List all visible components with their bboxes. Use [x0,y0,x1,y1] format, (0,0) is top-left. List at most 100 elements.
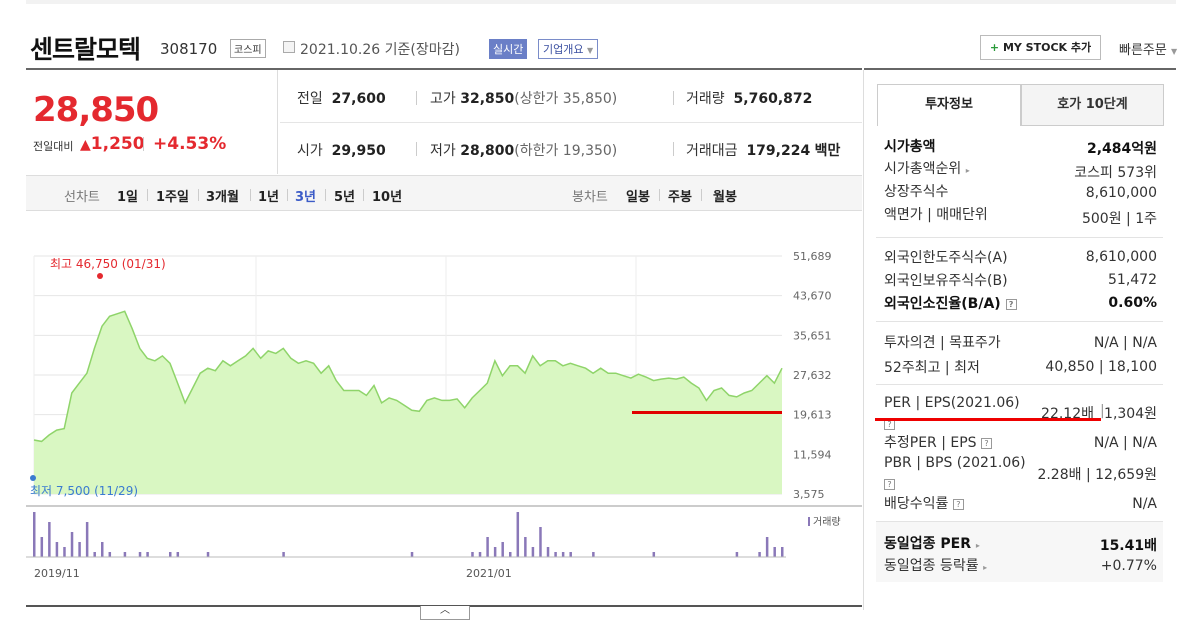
dividend-value: N/A [1132,496,1157,512]
market-badge: 코스피 [230,39,266,58]
volume-bar [206,552,210,557]
volume-bar [516,512,520,557]
tab-period-3y[interactable]: 3년 [295,190,317,205]
foreign-own-value: 51,472 [1108,272,1157,288]
sector-change-label: 동일업종 등락률 [884,558,979,574]
sector-per-link[interactable]: 동일업종 PER ▸ [884,533,980,553]
tab-period-1d[interactable]: 1일 [117,190,139,205]
calendar-icon [283,41,295,53]
chevron-right-icon: ▸ [965,166,970,175]
volume-bar [282,552,285,557]
row-divider [280,122,862,123]
y-tick-label: 11,594 [793,448,832,461]
help-icon[interactable]: ? [1005,298,1017,310]
divider [325,189,326,201]
sector-box [876,522,1163,582]
upper-limit: (상한가 35,850) [514,91,618,107]
y-tick-label: 27,632 [793,369,832,382]
help-icon: ? [884,478,895,490]
amount-unit: 백만 [814,143,841,159]
company-overview-button[interactable]: 기업개요 ▼ [538,39,599,59]
volume-bar [63,547,66,557]
help-icon-pbr[interactable]: ? [884,476,895,492]
dividend-label: 배당수익률 ? [884,493,964,513]
chevron-right-icon: ▸ [975,541,980,550]
up-arrow-icon: ▲ [80,137,91,153]
sector-change-link[interactable]: 동일업종 등락률 ▸ [884,555,987,575]
volume-bar [138,552,142,557]
change-percent: +4.53% [153,134,227,154]
tab-period-1y[interactable]: 1년 [258,190,280,205]
volume-bar [773,547,776,557]
section-divider [876,237,1163,238]
volume-legend-swatch [808,517,810,526]
high-value: 32,850 [460,91,515,107]
divider [198,189,199,201]
volume-bar [524,537,527,557]
open-value: 29,950 [331,143,386,159]
my-stock-add-button[interactable]: + MY STOCK 추가 [980,35,1101,60]
current-price: 28,850 [33,90,159,130]
est-per-label: 추정PER | EPS ? [884,432,993,452]
y-tick-label: 3,575 [793,488,825,501]
section-divider [876,321,1163,322]
volume-value: 5,760,872 [733,91,813,107]
volume-bar [765,537,769,557]
y-tick-label: 51,689 [793,250,832,263]
y-tick-label: 35,651 [793,329,832,342]
sector-per-label: 동일업종 PER [884,536,971,552]
prev-close-value: 27,600 [331,91,386,107]
tab-period-10y[interactable]: 10년 [372,190,403,205]
volume-bar [569,552,572,557]
x-axis-labels: 2019/11 2021/01 [34,567,512,580]
pbr-bps-label: PBR | BPS (2021.06) [884,455,1026,471]
amount-value: 179,224 [746,143,811,159]
cap-rank-value: 코스피 573위 [1074,165,1157,181]
volume-bar [48,522,51,557]
tab-period-5y[interactable]: 5년 [334,190,356,205]
help-icon[interactable]: ? [952,498,964,510]
divider [659,189,660,201]
stock-code: 308170 [160,40,218,58]
par-value: 500원 | 1주 [1081,211,1157,227]
volume-bar [509,552,512,557]
volume-bar [781,547,784,557]
volume-bar [546,547,550,557]
volume-bar [554,552,557,557]
volume-bar [539,527,542,557]
tab-candle-month[interactable]: 월봉 [713,190,737,205]
cap-rank-label: 시가총액순위 [884,161,962,177]
tab-investment-info[interactable]: 투자정보 [877,84,1021,126]
top-strip [26,0,1176,4]
quick-order-link[interactable]: 빠른주문 ▼ [1119,39,1177,58]
tab-candle-day[interactable]: 일봉 [626,190,650,205]
chevron-down-icon: ▼ [586,46,594,55]
volume-bar [486,537,489,557]
volume-bar [735,552,739,557]
volume: 거래량 5,760,872 [686,88,812,108]
x-tick-label: 2019/11 [34,567,80,580]
sector-per-value: 15.41배 [1099,538,1157,554]
help-icon[interactable]: ? [981,437,993,449]
realtime-button[interactable]: 실시간 [489,39,528,59]
tab-period-3m[interactable]: 3개월 [206,190,239,205]
par-label: 액면가 | 매매단위 [884,207,988,223]
collapse-button[interactable]: ︿ [420,606,470,620]
low-label: 저가 [430,143,456,159]
divider [287,189,288,201]
section-divider [876,384,1163,385]
price-chart[interactable]: 51,689 43,670 35,651 27,632 19,613 11,594 3,57… [26,212,862,592]
week52-value: 40,850 | 18,100 [1045,359,1157,375]
market-cap-value: 2,484억원 [1086,141,1157,157]
y-tick-label: 43,670 [793,290,832,303]
y-axis-labels: 51,689 43,670 35,651 27,632 19,613 11,594 3,57… [793,250,832,501]
high-label: 고가 [430,91,456,107]
y-tick-label: 19,613 [793,409,832,422]
divider: | [1100,403,1105,419]
divider [673,91,674,105]
divider [147,189,148,201]
tab-candle-week[interactable]: 주봉 [668,190,692,205]
tab-order-book[interactable]: 호가 10단계 [1021,84,1164,126]
tab-period-1w[interactable]: 1주일 [156,190,189,205]
cap-rank-link[interactable]: 시가총액순위 ▸ [884,158,970,178]
